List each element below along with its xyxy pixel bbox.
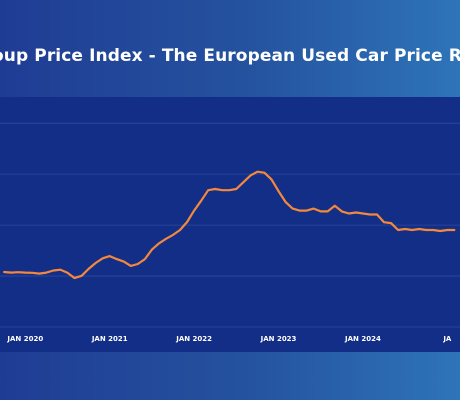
chart-title: oup Price Index - The European Used Car …: [0, 46, 460, 66]
series-line-0: [3, 170, 456, 280]
x-tick-label: JA: [442, 335, 452, 343]
x-tick-label: JAN 2022: [175, 335, 212, 343]
x-tick-label: JAN 2024: [344, 335, 381, 343]
x-tick-label: JAN 2021: [91, 335, 128, 343]
chart-panel: [0, 97, 460, 352]
x-tick-label: JAN 2020: [6, 335, 43, 343]
x-tick-label: JAN 2023: [260, 335, 297, 343]
